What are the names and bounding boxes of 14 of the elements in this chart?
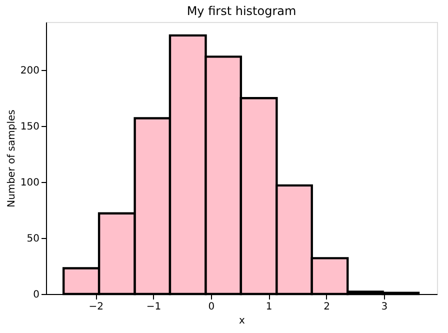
x-axis-title: x <box>239 316 246 326</box>
x-tick-label: −1 <box>146 302 162 312</box>
x-tick-label: 0 <box>208 302 215 312</box>
x-tick-label: 1 <box>266 302 272 312</box>
x-tick-label: 2 <box>324 302 330 312</box>
x-tick-label: 3 <box>381 302 388 312</box>
x-tick-label: −2 <box>88 302 104 312</box>
y-tick-label: 150 <box>20 122 40 133</box>
y-axis-title: Number of samples <box>6 110 18 208</box>
y-tick-label: 100 <box>20 178 40 189</box>
y-tick-label: 50 <box>26 234 40 245</box>
y-tick-label: 0 <box>33 290 40 300</box>
y-tick-label: 200 <box>20 66 40 77</box>
chart-title: My first histogram <box>186 4 296 18</box>
